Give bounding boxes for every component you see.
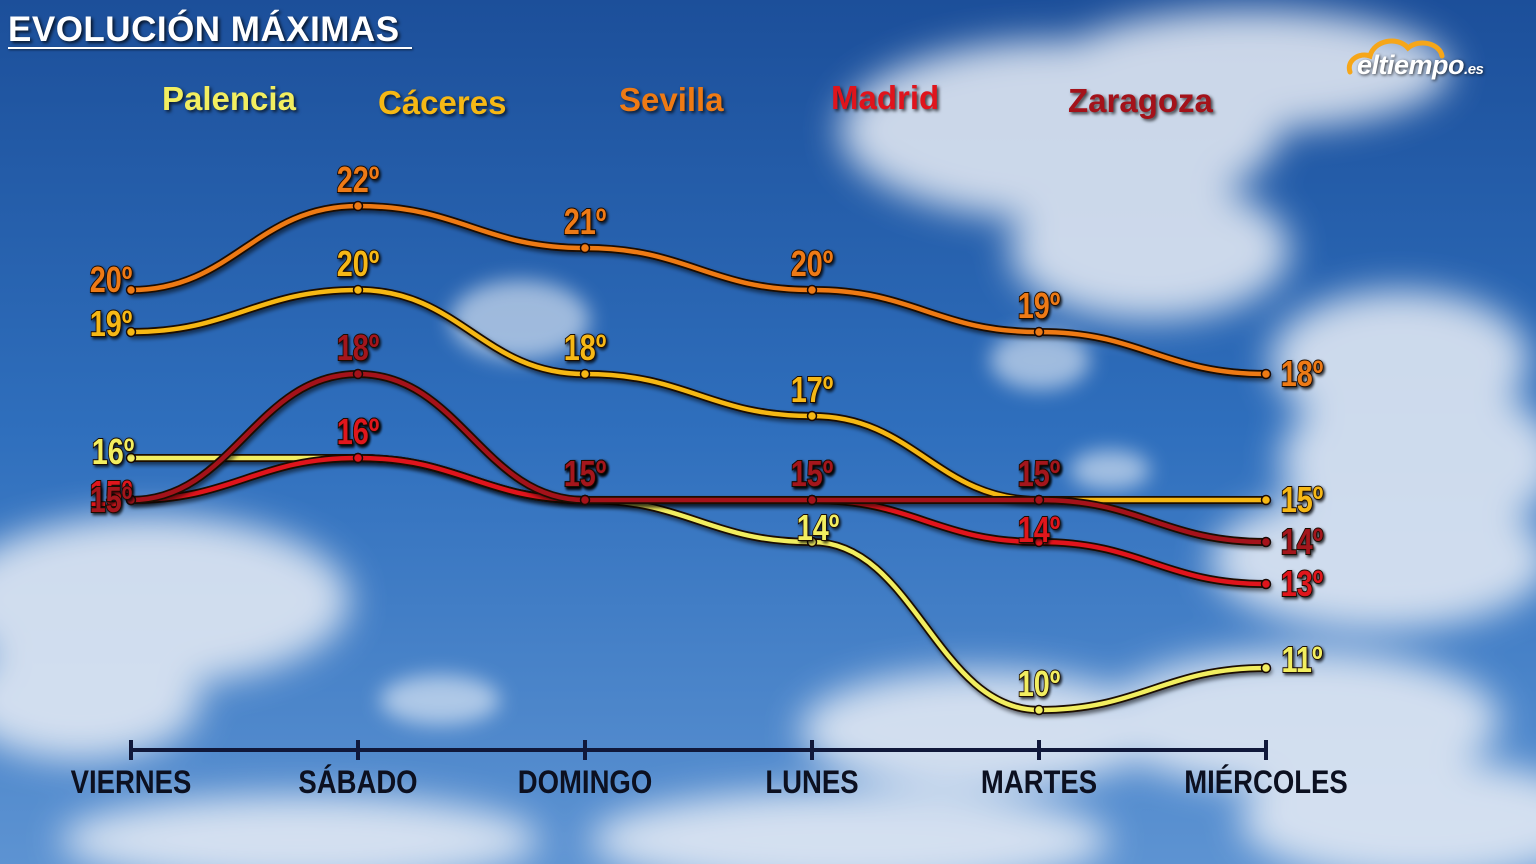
eltiempo-cloud-logo-icon (1346, 38, 1445, 75)
data-point (579, 242, 591, 254)
series-line (128, 287, 1269, 503)
data-label: 19º (90, 303, 133, 344)
logo-suffix: .es (1464, 61, 1484, 78)
data-label: 14º (1281, 521, 1324, 562)
data-label: 15º (1281, 479, 1324, 520)
data-point (1260, 536, 1272, 548)
data-label: 15º (564, 453, 607, 494)
x-tick-label: MARTES (981, 765, 1097, 800)
series-line-outline (127, 201, 1270, 378)
legend-zaragoza: Zaragoza (1068, 82, 1213, 119)
data-point (1260, 662, 1272, 674)
data-point (352, 452, 364, 464)
data-point (1260, 368, 1272, 380)
series-line-outline (127, 453, 1270, 715)
data-label: 18º (564, 327, 607, 368)
data-label: 15º (1018, 453, 1061, 494)
data-label: 21º (564, 201, 607, 242)
legend-madrid: Madrid (831, 79, 940, 116)
x-tick-label: VIERNES (71, 765, 192, 800)
data-point (579, 368, 591, 380)
data-point (352, 368, 364, 380)
data-label: 16º (337, 411, 380, 452)
data-point (1033, 704, 1045, 716)
data-point (1260, 494, 1272, 506)
data-point (352, 200, 364, 212)
legend-caceres: Cáceres (378, 84, 507, 121)
x-tick-label: DOMINGO (518, 765, 652, 800)
data-point (806, 494, 818, 506)
legend-palencia: Palencia (162, 80, 296, 117)
data-label: 16º (92, 431, 135, 472)
x-axis: VIERNES SÁBADO DOMINGO LUNES MARTES MIÉRCOLES (71, 740, 1348, 801)
data-point (125, 494, 137, 506)
data-label: 15º (1018, 453, 1061, 494)
data-labels: 16º 16º15º14º10º11º19º20º18º17º15º15º20º2… (89, 158, 1324, 705)
logo-name: eltiempo (1357, 50, 1465, 80)
data-point (125, 326, 137, 338)
data-label: 22º (337, 159, 380, 200)
x-tick-label: LUNES (765, 765, 858, 800)
x-tick-label: MIÉRCOLES (1184, 764, 1348, 800)
data-label: 19º (1018, 285, 1061, 326)
data-point (1033, 326, 1045, 338)
data-label: 15º (90, 479, 133, 520)
data-point (806, 410, 818, 422)
data-point (806, 536, 818, 548)
logo-text: eltiempo.es (1357, 50, 1484, 81)
data-point (1033, 494, 1045, 506)
data-point (579, 494, 591, 506)
series-line (128, 371, 1269, 545)
data-point (1260, 578, 1272, 590)
data-label: 15º (564, 453, 607, 494)
data-label: 16º (337, 411, 380, 452)
data-label: 17º (791, 369, 834, 410)
series-line (128, 455, 1269, 713)
data-label: 15º (564, 453, 607, 494)
x-tick-label: SÁBADO (298, 764, 417, 800)
data-point (125, 284, 137, 296)
data-label: 18º (337, 327, 380, 368)
chart-title: EVOLUCIÓN MÁXIMAS (8, 10, 400, 49)
data-label: 13º (1281, 563, 1324, 604)
data-label: 15º (90, 473, 133, 514)
data-point (806, 284, 818, 296)
title-underline (8, 47, 412, 49)
data-label: 15º (791, 453, 834, 494)
data-point (352, 284, 364, 296)
data-label: 10º (1018, 663, 1061, 704)
data-point (125, 452, 137, 464)
data-label: 20º (90, 259, 133, 300)
data-label: 18º (1281, 353, 1324, 394)
data-label: 14º (1018, 509, 1061, 550)
series-lines (125, 200, 1272, 716)
data-label: 20º (791, 243, 834, 284)
data-label: 15º (791, 453, 834, 494)
data-point (1033, 536, 1045, 548)
series-line (128, 203, 1269, 377)
data-label: 20º (337, 243, 380, 284)
data-label: 14º (797, 507, 840, 548)
legend-sevilla: Sevilla (619, 81, 724, 118)
data-label: 11º (1282, 639, 1323, 680)
